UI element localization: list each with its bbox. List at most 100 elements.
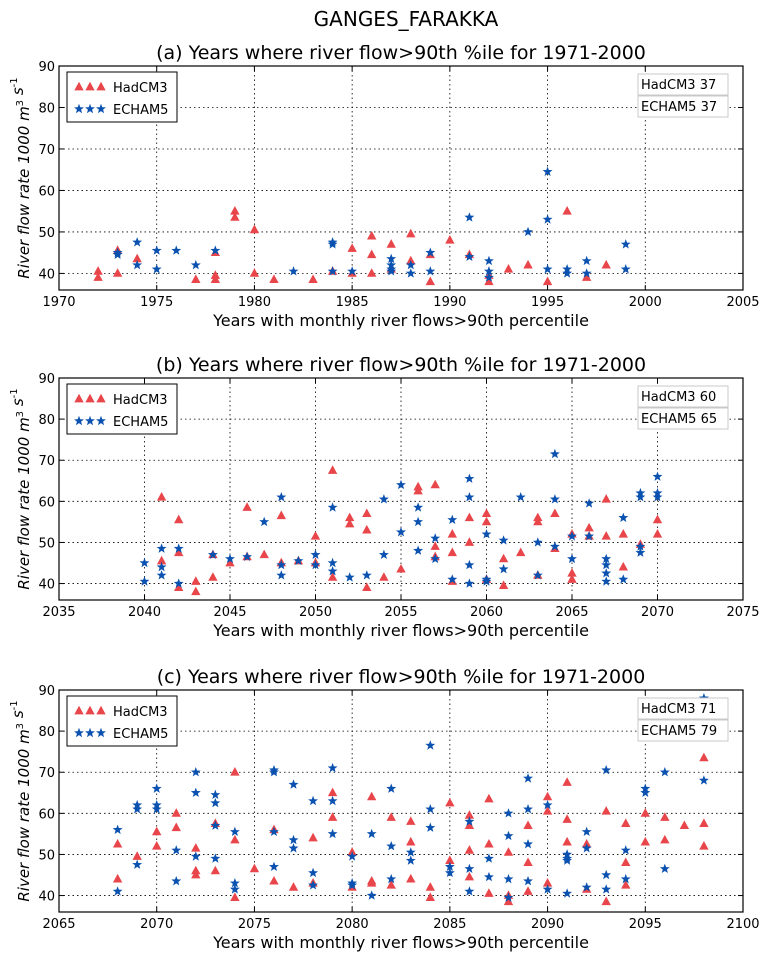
hadcm3-point — [601, 259, 611, 269]
hadcm3-point — [191, 576, 201, 585]
y-tick-label: 40 — [38, 890, 55, 905]
echam5-point — [269, 826, 279, 837]
legend-triangle-marker — [96, 81, 106, 91]
echam5-point — [112, 247, 123, 257]
echam5-point — [601, 568, 612, 578]
echam5-point — [447, 514, 458, 525]
hadcm3-point — [660, 834, 670, 844]
echam5-point — [173, 578, 184, 588]
echam5-point — [327, 239, 338, 249]
echam5-point — [132, 259, 143, 270]
legend-triangle-marker — [85, 705, 95, 715]
series-echam5 — [139, 448, 663, 588]
x-tick-label: 2040 — [128, 605, 161, 620]
hadcm3-point — [550, 508, 560, 518]
echam5-point — [327, 795, 338, 806]
x-tick-label: 2050 — [299, 605, 332, 620]
echam5-point — [386, 253, 397, 264]
legend-triangle-marker — [74, 81, 84, 91]
echam5-point — [259, 516, 270, 527]
hadcm3-point — [93, 266, 103, 275]
echam5-point — [242, 551, 253, 562]
count-box-cell — [637, 73, 729, 96]
hadcm3-point — [93, 272, 103, 281]
echam5-point — [139, 557, 150, 568]
echam5-point — [532, 570, 543, 580]
echam5-point — [396, 479, 406, 490]
echam5-point — [347, 266, 358, 276]
hadcm3-point — [386, 812, 396, 821]
echam5-point — [308, 867, 318, 878]
x-tick-label: 2070 — [641, 605, 674, 620]
hadcm3-point — [308, 274, 318, 284]
echam5-point — [112, 824, 123, 834]
echam5-point — [635, 492, 646, 502]
y-tick-label: 60 — [38, 807, 55, 822]
echam5-point — [288, 834, 299, 845]
hadcm3-point — [584, 522, 594, 532]
echam5-point — [171, 245, 182, 255]
hadcm3-point — [406, 873, 416, 883]
echam5-point — [562, 888, 573, 898]
hadcm3-point — [430, 541, 440, 550]
echam5-point — [581, 843, 592, 853]
hadcm3-point — [345, 512, 355, 522]
hadcm3-point — [640, 836, 650, 846]
hadcm3-point — [308, 832, 318, 842]
hadcm3-point — [523, 820, 533, 830]
echam5-point — [581, 826, 592, 837]
echam5-point — [549, 541, 560, 551]
echam5-point — [210, 245, 221, 255]
hadcm3-point — [464, 537, 475, 546]
echam5-point — [503, 892, 514, 902]
count-box-cell — [637, 95, 729, 118]
echam5-point — [171, 875, 182, 886]
echam5-point — [523, 875, 533, 886]
hadcm3-point — [269, 274, 279, 284]
hadcm3-point — [249, 863, 260, 873]
hadcm3-point — [210, 274, 221, 284]
hadcm3-point — [562, 777, 572, 786]
hadcm3-point — [425, 892, 435, 901]
legend-label: HadCM3 — [113, 81, 168, 96]
echam5-point — [515, 492, 526, 502]
echam5-point — [620, 239, 631, 249]
x-tick-label: 2075 — [238, 917, 271, 932]
echam5-point — [405, 268, 416, 278]
hadcm3-point — [425, 276, 435, 286]
hadcm3-point — [156, 555, 167, 565]
y-tick-label: 90 — [38, 684, 55, 699]
hadcm3-point — [112, 268, 123, 277]
y-axis-label: River flow rate 1000 m3 s-1 — [9, 77, 33, 278]
hadcm3-point — [430, 479, 440, 489]
legend-label: ECHAM5 — [113, 103, 168, 118]
x-axis-label: Years with monthly river flows>90th perc… — [212, 621, 589, 640]
x-tick-label: 1990 — [433, 295, 466, 310]
y-tick-label: 90 — [38, 372, 55, 387]
hadcm3-point — [503, 896, 514, 906]
series-hadcm3 — [156, 465, 663, 596]
plot-frame — [58, 65, 744, 291]
legend-triangle-marker — [96, 705, 106, 715]
echam5-point — [210, 820, 221, 830]
count-label: ECHAM5 79 — [641, 724, 717, 739]
echam5-point — [620, 845, 631, 855]
hadcm3-point — [699, 818, 709, 827]
echam5-point — [151, 245, 162, 255]
echam5-point — [601, 576, 612, 586]
hadcm3-point — [413, 485, 423, 495]
hadcm3-point — [699, 841, 709, 850]
legend-label: ECHAM5 — [113, 415, 168, 430]
hadcm3-point — [621, 857, 631, 867]
echam5-point — [601, 764, 612, 775]
echam5-point — [413, 502, 424, 512]
hadcm3-point — [484, 838, 494, 848]
hadcm3-point — [542, 791, 553, 801]
echam5-point — [288, 779, 299, 789]
hadcm3-point — [621, 818, 631, 827]
count-box: HadCM3 60 ECHAM5 65 — [637, 385, 729, 430]
y-tick-label: 70 — [38, 454, 55, 469]
echam5-point — [484, 853, 494, 863]
hadcm3-point — [581, 272, 592, 281]
